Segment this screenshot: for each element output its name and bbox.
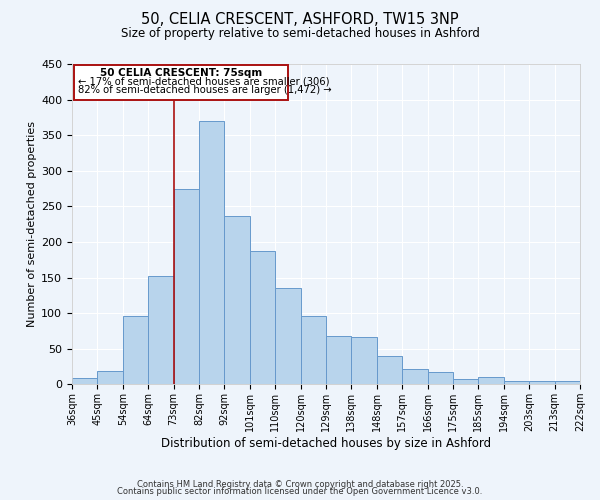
Text: ← 17% of semi-detached houses are smaller (306): ← 17% of semi-detached houses are smalle… [78,77,329,87]
Text: 82% of semi-detached houses are larger (1,472) →: 82% of semi-detached houses are larger (… [78,84,331,94]
Bar [123,316,148,384]
Bar [352,336,377,384]
Bar [402,368,428,384]
Bar [554,380,580,384]
Bar [377,356,402,384]
Bar [148,276,173,384]
Bar [504,380,529,384]
Bar [301,316,326,384]
Y-axis label: Number of semi-detached properties: Number of semi-detached properties [27,121,37,327]
Bar [224,216,250,384]
Text: 50 CELIA CRESCENT: 75sqm: 50 CELIA CRESCENT: 75sqm [100,68,262,78]
Bar [428,372,453,384]
Bar [453,380,478,384]
Bar [173,188,199,384]
Text: Contains public sector information licensed under the Open Government Licence v3: Contains public sector information licen… [118,487,482,496]
Bar [97,372,123,384]
Bar [250,251,275,384]
Text: Size of property relative to semi-detached houses in Ashford: Size of property relative to semi-detach… [121,28,479,40]
X-axis label: Distribution of semi-detached houses by size in Ashford: Distribution of semi-detached houses by … [161,437,491,450]
Text: 50, CELIA CRESCENT, ASHFORD, TW15 3NP: 50, CELIA CRESCENT, ASHFORD, TW15 3NP [141,12,459,28]
Bar [326,336,352,384]
Bar [529,380,554,384]
Bar [74,66,288,100]
Bar [275,288,301,384]
Text: Contains HM Land Registry data © Crown copyright and database right 2025.: Contains HM Land Registry data © Crown c… [137,480,463,489]
Bar [478,377,504,384]
Bar [199,121,224,384]
Bar [72,378,97,384]
